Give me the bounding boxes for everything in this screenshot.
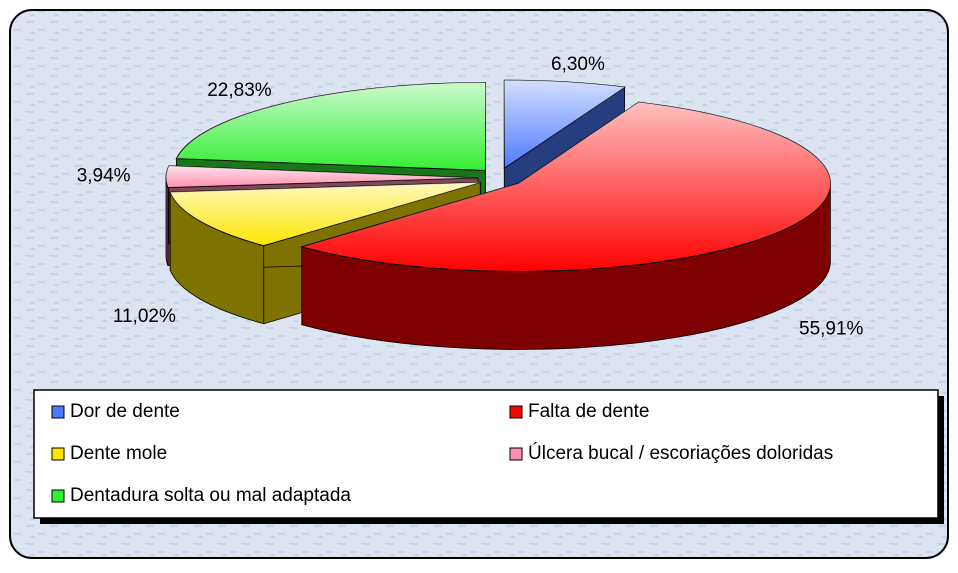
data-label: 3,94%	[77, 166, 131, 187]
data-label: 55,91%	[799, 318, 864, 339]
slice-top-shine	[166, 165, 479, 188]
legend-swatch	[51, 447, 65, 461]
slice-top-shine	[504, 80, 625, 169]
legend-label: Dor de dente	[70, 401, 180, 422]
legend-swatch	[51, 489, 65, 503]
data-label: 22,83%	[207, 80, 272, 101]
legend-swatch	[509, 447, 523, 461]
data-label: 6,30%	[551, 54, 605, 75]
legend	[33, 389, 939, 519]
pie	[165, 79, 831, 350]
legend-swatch	[509, 405, 523, 419]
slice-top-shine	[170, 182, 481, 246]
slice-top-shine	[176, 82, 486, 171]
slice-side-shade	[166, 177, 168, 266]
legend-label: Dentadura solta ou mal adaptada	[70, 485, 351, 506]
data-label: 11,02%	[113, 306, 176, 327]
slice-top-shine	[301, 102, 831, 272]
legend-label: Falta de dente	[528, 401, 649, 422]
legend-label: Dente mole	[70, 443, 167, 464]
slice	[299, 101, 831, 350]
slice-side-shade	[301, 183, 831, 350]
slice-side-shade	[170, 192, 264, 324]
legend-swatch	[51, 405, 65, 419]
legend-label: Úlcera bucal / escoriações doloridas	[528, 442, 833, 464]
